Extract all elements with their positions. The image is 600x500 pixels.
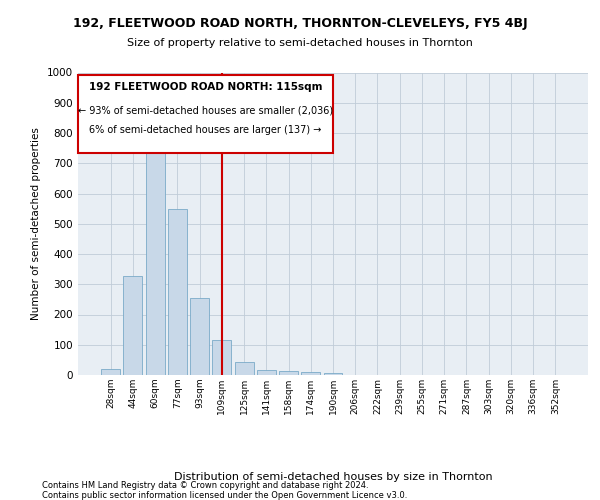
Bar <box>101 369 120 375</box>
Text: Distribution of semi-detached houses by size in Thornton: Distribution of semi-detached houses by … <box>173 472 493 482</box>
Bar <box>257 370 276 375</box>
Bar <box>301 372 320 375</box>
Bar <box>323 374 343 375</box>
Y-axis label: Number of semi-detached properties: Number of semi-detached properties <box>31 128 41 320</box>
Bar <box>279 372 298 375</box>
Bar <box>190 298 209 375</box>
Bar <box>146 124 164 375</box>
Bar <box>168 208 187 375</box>
Text: Size of property relative to semi-detached houses in Thornton: Size of property relative to semi-detach… <box>127 38 473 48</box>
Bar <box>235 362 254 375</box>
Text: 192 FLEETWOOD ROAD NORTH: 115sqm: 192 FLEETWOOD ROAD NORTH: 115sqm <box>89 82 322 92</box>
Text: 192, FLEETWOOD ROAD NORTH, THORNTON-CLEVELEYS, FY5 4BJ: 192, FLEETWOOD ROAD NORTH, THORNTON-CLEV… <box>73 18 527 30</box>
Text: 6% of semi-detached houses are larger (137) →: 6% of semi-detached houses are larger (1… <box>89 125 322 135</box>
Text: Contains public sector information licensed under the Open Government Licence v3: Contains public sector information licen… <box>42 491 407 500</box>
Bar <box>124 276 142 375</box>
Bar <box>212 340 231 375</box>
Text: ← 93% of semi-detached houses are smaller (2,036): ← 93% of semi-detached houses are smalle… <box>78 105 333 115</box>
Text: Contains HM Land Registry data © Crown copyright and database right 2024.: Contains HM Land Registry data © Crown c… <box>42 481 368 490</box>
